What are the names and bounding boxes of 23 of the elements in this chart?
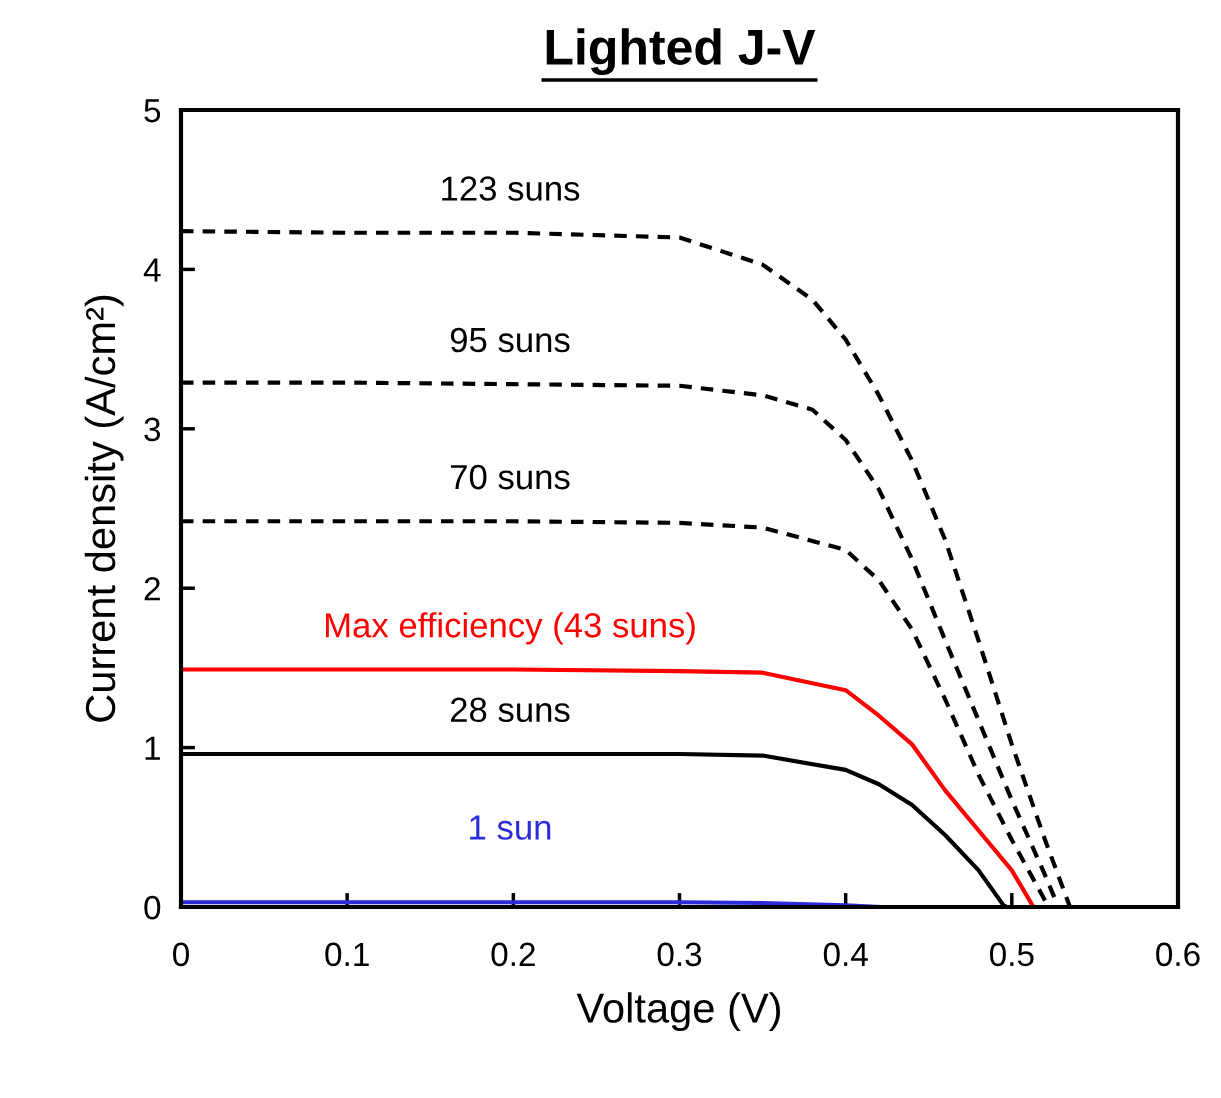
y-tick-label: 1	[145, 736, 160, 760]
chart-title: Lighted J-V	[546, 28, 816, 75]
series-label: 1 sun	[470, 815, 551, 840]
y-tick-label: 5	[144, 99, 161, 123]
y-tick-label: 2	[144, 577, 160, 601]
series-label: 28 suns	[450, 697, 570, 723]
x-axis-title: Voltage (V)	[576, 992, 780, 1032]
y-tick-label: 3	[144, 417, 161, 442]
line-series	[181, 667, 1036, 907]
x-tick-label: 0.3	[657, 942, 702, 967]
y-axis-title: Current density (A/cm²)	[84, 295, 124, 722]
series-label: 95 suns	[450, 327, 570, 353]
y-tick-label: 0	[144, 895, 161, 920]
x-tick-label: 0	[173, 942, 189, 967]
x-tick-label: 0.2	[491, 942, 535, 967]
x-tick-label: 0.5	[989, 942, 1034, 967]
series-label: 70 suns	[450, 464, 570, 490]
series-label: Max efficiency (43 suns)	[325, 612, 695, 645]
x-tick-label: 0.6	[1156, 942, 1200, 967]
x-tick-label: 0.1	[325, 942, 369, 967]
y-tick-label: 4	[143, 258, 161, 282]
x-tick-label: 0.4	[823, 942, 868, 967]
series-label: 123 suns	[442, 176, 580, 201]
